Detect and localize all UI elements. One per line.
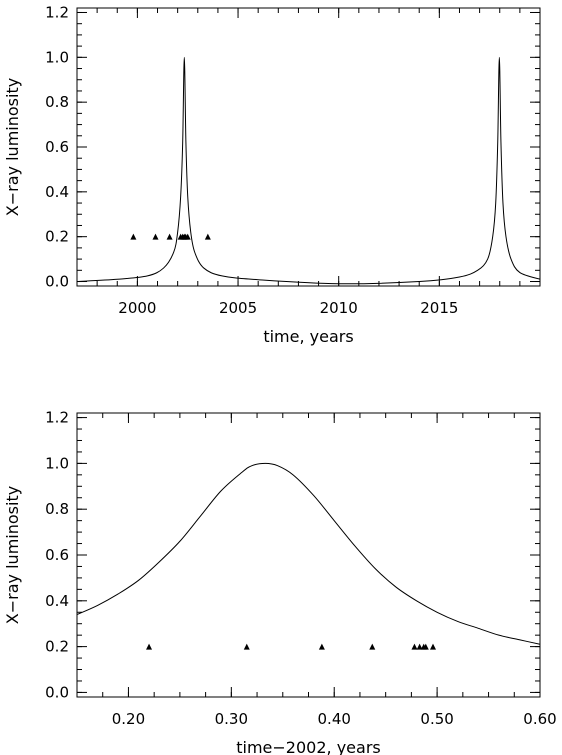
chart-time-minus-2002: 0.20 0.30 0.40 0.50 0.60 0.0 0.2 0.4 0.6 0.8 1.0 1.… bbox=[3, 409, 557, 755]
y-tick-label: 1.2 bbox=[45, 409, 69, 427]
observation-marker bbox=[204, 233, 211, 240]
plot-frame bbox=[76, 7, 541, 287]
observation-marker bbox=[184, 233, 191, 240]
y-tick-label: 0.8 bbox=[45, 500, 69, 518]
y-axis-title: X−ray luminosity bbox=[3, 78, 22, 216]
observation-marker bbox=[429, 643, 436, 650]
observation-marker bbox=[318, 643, 325, 650]
y-tick-label: 0.6 bbox=[45, 546, 69, 564]
x-axis-title: time−2002, years bbox=[236, 738, 380, 755]
plot-frame bbox=[76, 412, 541, 698]
observation-marker bbox=[411, 643, 418, 650]
chart-time-years: 2000 2005 2010 2015 0.0 0.2 0.4 0.6 0.8 1.0 1.2 tim… bbox=[3, 3, 541, 346]
y-tick-label: 0.4 bbox=[45, 592, 69, 610]
observation-marker bbox=[130, 233, 137, 240]
y-tick-label: 0.0 bbox=[45, 273, 69, 291]
x-tick-label: 2015 bbox=[420, 299, 458, 317]
y-tick-label: 0.0 bbox=[45, 683, 69, 701]
y-tick-label: 0.8 bbox=[45, 93, 69, 111]
x-tick-label: 2000 bbox=[118, 299, 156, 317]
luminosity-curve bbox=[77, 56, 540, 285]
x-tick-label: 0.60 bbox=[523, 710, 556, 728]
x-tick-label: 2010 bbox=[320, 299, 358, 317]
x-tick-label: 0.20 bbox=[112, 710, 145, 728]
y-tick-label: 0.2 bbox=[45, 228, 69, 246]
observation-marker bbox=[166, 233, 173, 240]
y-axis-title: X−ray luminosity bbox=[3, 486, 22, 624]
x-axis-title: time, years bbox=[263, 327, 353, 346]
y-tick-label: 1.0 bbox=[45, 454, 69, 472]
observation-marker bbox=[416, 643, 423, 650]
x-tick-label: 0.40 bbox=[318, 710, 351, 728]
x-tick-label: 0.30 bbox=[215, 710, 248, 728]
y-tick-label: 0.2 bbox=[45, 638, 69, 656]
x-tick-label: 2005 bbox=[219, 299, 257, 317]
luminosity-curve bbox=[77, 462, 540, 645]
observation-marker bbox=[152, 233, 159, 240]
observation-marker bbox=[369, 643, 376, 650]
observation-marker bbox=[422, 643, 429, 650]
y-tick-label: 0.6 bbox=[45, 138, 69, 156]
y-tick-label: 1.0 bbox=[45, 48, 69, 66]
y-tick-label: 0.4 bbox=[45, 183, 69, 201]
x-tick-label: 0.50 bbox=[420, 710, 453, 728]
y-tick-label: 1.2 bbox=[45, 3, 69, 21]
observation-marker bbox=[146, 643, 153, 650]
observation-marker bbox=[243, 643, 250, 650]
